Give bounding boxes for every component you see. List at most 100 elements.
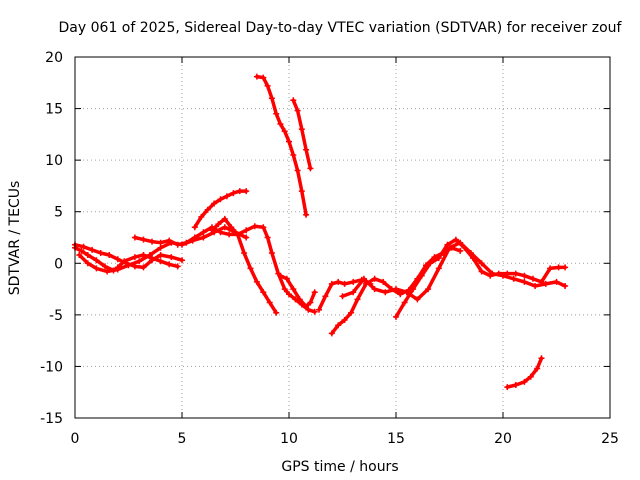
data-point [234, 231, 241, 238]
y-tick-label: 10 [45, 153, 63, 169]
series-line [255, 74, 308, 217]
data-point [260, 224, 267, 231]
data-point [226, 231, 233, 238]
data-point [204, 206, 211, 213]
data-point [174, 263, 181, 270]
data-point [521, 272, 528, 279]
data-point [521, 278, 528, 285]
data-point [335, 322, 342, 329]
data-point [281, 128, 288, 135]
data-point [253, 73, 260, 80]
data-point [303, 303, 310, 310]
data-point [294, 107, 301, 114]
data-point [393, 286, 399, 293]
data-point [179, 257, 185, 264]
plot-frame [74, 56, 611, 419]
data-point [305, 306, 312, 313]
data-point [149, 238, 155, 245]
data-point [382, 289, 389, 296]
series-line [340, 240, 567, 302]
series-line [133, 224, 317, 314]
data-point [168, 254, 175, 261]
data-point [307, 299, 314, 306]
y-tick-label: -15 [40, 411, 63, 427]
data-point [140, 236, 147, 243]
data-point [264, 234, 271, 241]
data-point [341, 317, 348, 323]
y-axis: -15 -10 -5 0 5 10 15 20 [40, 50, 610, 427]
y-tick-label: 5 [54, 205, 63, 221]
data-point [89, 246, 96, 253]
data-point [286, 138, 292, 145]
data-point [397, 291, 404, 298]
data-point [298, 126, 305, 133]
x-tick-label: 5 [178, 431, 187, 447]
data-point [527, 373, 534, 380]
data-point [157, 252, 164, 258]
data-point [435, 255, 442, 262]
data-point [401, 299, 408, 306]
data-point [273, 110, 280, 117]
data-point [260, 289, 267, 296]
data-point [328, 280, 335, 287]
data-point [174, 241, 181, 248]
data-point [512, 270, 519, 277]
data-point [290, 286, 297, 293]
data-point [243, 234, 250, 241]
data-point [380, 278, 387, 285]
data-point [93, 257, 100, 264]
data-point [104, 268, 111, 275]
data-point [277, 272, 284, 279]
data-point [350, 289, 357, 296]
data-point [562, 283, 569, 289]
data-point [410, 286, 417, 293]
data-point [157, 258, 164, 265]
data-point [166, 237, 173, 244]
data-point [521, 378, 528, 385]
y-tick-label: 15 [45, 102, 63, 118]
data-point [228, 224, 235, 231]
data-point [534, 365, 541, 372]
data-point [360, 275, 367, 282]
data-point [236, 188, 243, 195]
data-point [243, 227, 250, 234]
data-point [215, 221, 222, 228]
data-point [230, 190, 237, 197]
data-point [157, 239, 164, 246]
data-point [286, 291, 292, 298]
data-point [296, 296, 303, 303]
data-point [335, 278, 342, 285]
data-point [290, 97, 297, 104]
data-point [191, 224, 198, 231]
data-point [273, 309, 280, 316]
data-point [538, 355, 545, 362]
data-point [266, 299, 273, 306]
data-point [114, 256, 121, 263]
data-point [84, 260, 91, 267]
series-track-5 [191, 188, 250, 231]
data-point [294, 167, 301, 174]
data-point [243, 188, 250, 195]
data-point [211, 200, 218, 207]
data-point [80, 243, 87, 250]
x-tick-label: 0 [71, 431, 80, 447]
data-point [435, 265, 442, 272]
data-point [538, 278, 545, 285]
data-point [290, 152, 297, 158]
data-point [425, 286, 432, 293]
data-point [452, 236, 459, 243]
data-point [461, 244, 468, 251]
data-point [136, 258, 143, 265]
data-point [504, 270, 511, 277]
data-point [221, 215, 228, 222]
data-point [131, 254, 138, 261]
data-point [298, 188, 305, 195]
series-track-13 [393, 236, 569, 320]
data-point [209, 227, 215, 234]
data-point [264, 82, 271, 89]
data-point [339, 293, 346, 300]
data-point [303, 146, 310, 153]
data-point [221, 224, 228, 231]
grid [75, 57, 610, 418]
